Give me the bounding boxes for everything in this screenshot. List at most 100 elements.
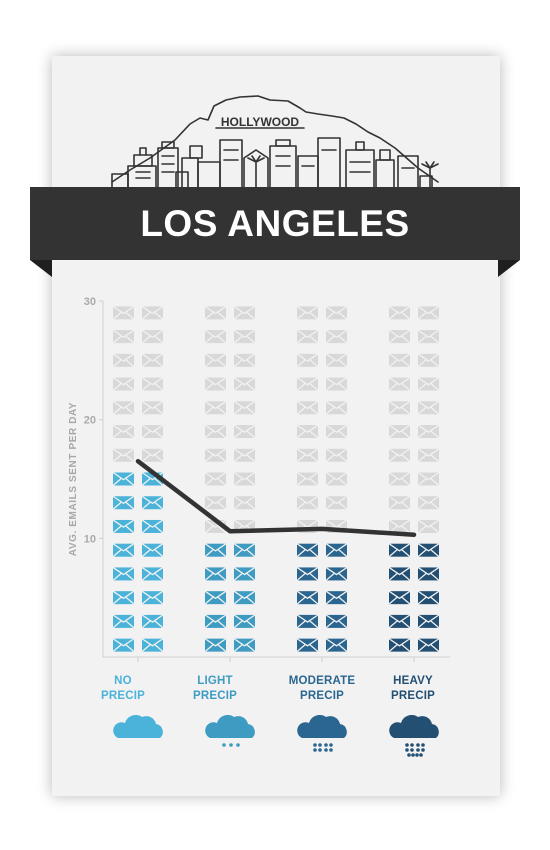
envelope-empty — [204, 377, 227, 392]
envelope-empty — [325, 377, 348, 392]
envelope-filled — [141, 590, 164, 605]
category-label-line1: NO — [114, 675, 132, 687]
envelope-filled — [233, 638, 256, 653]
envelope-empty — [388, 519, 411, 534]
envelope-empty — [388, 305, 411, 320]
envelope-filled — [388, 566, 411, 581]
envelope-filled — [233, 590, 256, 605]
envelope-filled — [204, 566, 227, 581]
envelope-empty — [141, 424, 164, 439]
envelope-empty — [417, 448, 440, 463]
cloud-moderate-rain-icon — [297, 714, 347, 752]
envelope-empty — [325, 471, 348, 486]
envelope-empty — [417, 495, 440, 510]
envelope-empty — [388, 400, 411, 415]
envelope-empty — [296, 305, 319, 320]
y-tick-label: 30 — [84, 296, 96, 308]
envelope-filled — [141, 614, 164, 629]
category-label-light-precip: LIGHT PRECIP — [160, 674, 270, 704]
envelope-filled — [325, 638, 348, 653]
bar-0 — [112, 305, 164, 653]
envelope-filled — [388, 614, 411, 629]
envelope-empty — [233, 448, 256, 463]
envelope-empty — [417, 400, 440, 415]
envelope-filled — [233, 566, 256, 581]
envelope-filled — [112, 566, 135, 581]
envelope-filled — [296, 638, 319, 653]
envelope-filled — [112, 471, 135, 486]
envelope-empty — [112, 448, 135, 463]
envelope-empty — [296, 329, 319, 344]
envelope-empty — [204, 400, 227, 415]
envelope-empty — [141, 448, 164, 463]
category-label-heavy-precip: HEAVY PRECIP — [358, 674, 468, 704]
envelope-filled — [204, 590, 227, 605]
city-banner — [30, 187, 520, 260]
envelope-empty — [325, 400, 348, 415]
envelope-empty — [296, 377, 319, 392]
envelope-filled — [141, 519, 164, 534]
envelope-empty — [112, 424, 135, 439]
envelope-empty — [325, 424, 348, 439]
envelope-empty — [417, 329, 440, 344]
envelope-filled — [141, 495, 164, 510]
category-label-line2: PRECIP — [192, 690, 238, 702]
envelope-empty — [141, 377, 164, 392]
envelope-filled — [233, 614, 256, 629]
envelope-empty — [417, 519, 440, 534]
envelope-filled — [204, 614, 227, 629]
envelope-empty — [233, 329, 256, 344]
envelope-empty — [296, 400, 319, 415]
average-line — [135, 458, 417, 538]
envelope-empty — [296, 495, 319, 510]
y-tick-label: 10 — [84, 533, 96, 545]
envelope-empty — [388, 424, 411, 439]
envelope-filled — [325, 614, 348, 629]
category-label-line1: HEAVY — [393, 675, 433, 687]
envelope-filled — [112, 590, 135, 605]
envelope-empty — [325, 448, 348, 463]
envelope-filled — [417, 590, 440, 605]
envelope-empty — [112, 305, 135, 320]
envelope-empty — [388, 353, 411, 368]
envelope-filled — [141, 566, 164, 581]
envelope-empty — [325, 329, 348, 344]
envelope-filled — [112, 543, 135, 558]
envelope-empty — [417, 353, 440, 368]
envelope-empty — [417, 305, 440, 320]
envelope-filled — [417, 638, 440, 653]
envelope-filled — [296, 566, 319, 581]
envelope-empty — [417, 377, 440, 392]
banner-fold-left — [30, 260, 52, 277]
envelope-filled — [296, 614, 319, 629]
envelope-empty — [325, 495, 348, 510]
hollywood-sign-text: HOLLYWOOD — [221, 115, 300, 129]
y-tick-label: 20 — [84, 415, 96, 427]
category-label-line1: LIGHT — [197, 675, 233, 687]
city-title: LOS ANGELES — [140, 203, 410, 244]
envelope-filled — [204, 638, 227, 653]
envelope-empty — [141, 305, 164, 320]
cloud-heavy-rain-icon — [389, 714, 439, 757]
envelope-empty — [388, 329, 411, 344]
envelope-empty — [233, 353, 256, 368]
envelope-filled — [112, 614, 135, 629]
envelope-empty — [296, 353, 319, 368]
envelope-empty — [141, 400, 164, 415]
envelope-filled — [417, 543, 440, 558]
category-label-no-precip: NO PRECIP — [68, 674, 178, 704]
envelope-empty — [204, 495, 227, 510]
category-label-moderate-precip: MODERATE PRECIP — [267, 674, 377, 704]
envelope-empty — [325, 305, 348, 320]
envelope-empty — [388, 495, 411, 510]
envelope-filled — [325, 590, 348, 605]
envelope-empty — [233, 471, 256, 486]
envelope-empty — [325, 353, 348, 368]
banner-fold-right — [498, 260, 520, 277]
envelope-empty — [388, 448, 411, 463]
envelope-filled — [112, 519, 135, 534]
envelope-filled — [388, 638, 411, 653]
envelope-filled — [388, 590, 411, 605]
envelope-empty — [204, 471, 227, 486]
